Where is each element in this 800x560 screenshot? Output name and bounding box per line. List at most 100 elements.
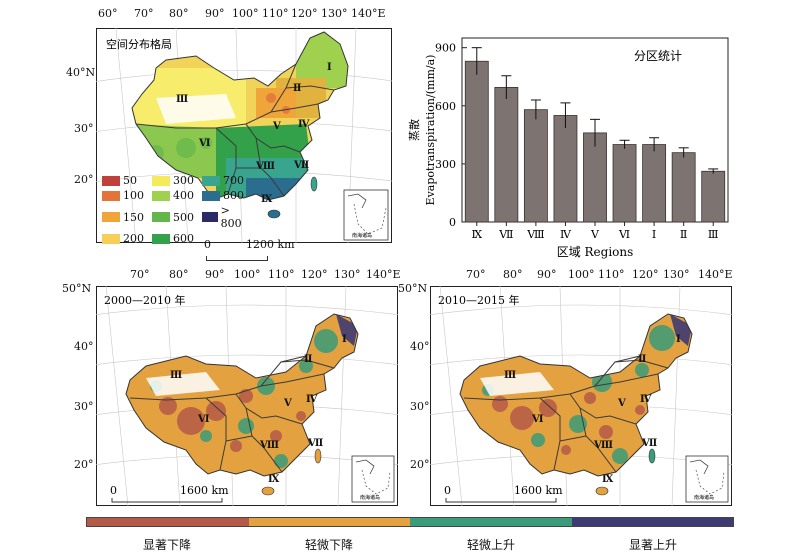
legend-entry: 600	[152, 232, 200, 245]
legend-label: 100	[123, 189, 144, 202]
x-tick-label: Ⅳ	[560, 228, 572, 241]
y-tick-label: 0	[449, 216, 456, 229]
chart-title: 分区统计	[634, 49, 682, 63]
x-tick-label: Ⅱ	[680, 228, 687, 241]
lat-label: 50°N	[398, 282, 428, 295]
legend-entry: > 800	[202, 204, 250, 230]
trend-legend: 显著下降 轻微下降 轻微上升 显著上升	[86, 517, 734, 557]
lon-label: 90°	[537, 268, 557, 281]
lon-label: 120°	[291, 7, 318, 20]
lat-label: 20°	[410, 458, 430, 471]
bl-scale-label: 1600 km	[180, 484, 229, 497]
x-axis-label: 区域 Regions	[557, 245, 634, 259]
lon-label: 100°	[232, 7, 259, 20]
region-label-5: Ⅴ	[272, 121, 281, 132]
region-label-4: Ⅳ	[306, 394, 318, 405]
legend-label: 600	[173, 232, 194, 245]
lat-label: 40°	[74, 340, 94, 353]
lon-label: 70°	[130, 268, 150, 281]
lon-label: 100°	[568, 268, 595, 281]
lon-label: 110°	[598, 268, 625, 281]
scale-zero: 0	[204, 238, 211, 251]
bar	[523, 109, 548, 223]
bar	[494, 86, 519, 223]
y-tick-label: 900	[435, 42, 456, 55]
region-label-8: Ⅷ	[593, 440, 613, 451]
lon-label: 130°	[663, 268, 690, 281]
legend-label: 300	[173, 174, 194, 187]
bar	[642, 144, 667, 223]
lat-label: 40°	[410, 340, 430, 353]
legend-entry: 700	[202, 174, 250, 187]
lon-label: 110°	[262, 7, 289, 20]
legend-swatch	[102, 233, 120, 244]
region-label-9: Ⅸ	[261, 194, 273, 205]
region-label-9: Ⅸ	[602, 474, 614, 485]
top-map-lon-labels: 60° 70° 80° 90° 100° 110° 120° 130° 140°…	[0, 7, 400, 21]
trend-label-slight-increase: 轻微上升	[466, 538, 515, 552]
region-label-1: Ⅰ	[676, 334, 681, 345]
region-label-6: Ⅵ	[198, 138, 211, 149]
trend-swatch-slight-increase	[410, 518, 572, 526]
lon-label: 70°	[134, 7, 154, 20]
trend-label-slight-decrease: 轻微下降	[304, 538, 353, 552]
legend-swatch	[102, 175, 120, 186]
region-label-4: Ⅳ	[298, 119, 310, 130]
x-tick-label: Ⅶ	[498, 228, 513, 241]
top-map-legend: 50 300 700 100 400 800 150 500 > 800 200 600	[102, 174, 252, 245]
bottom-right-map: 南海诸岛 Ⅰ Ⅱ Ⅲ Ⅳ Ⅴ Ⅵ Ⅶ Ⅷ Ⅸ 2010—2015 年 0 160…	[430, 286, 732, 506]
legend-swatch	[152, 175, 170, 186]
bl-scale-zero: 0	[110, 484, 117, 497]
region-label-5: Ⅴ	[283, 398, 292, 409]
legend-label: 400	[173, 189, 194, 202]
legend-swatch	[152, 190, 170, 201]
legend-swatch	[152, 212, 170, 222]
legend-entry: 800	[202, 189, 250, 202]
trend-swatch-sig-decrease	[87, 518, 249, 526]
br-scale-label: 1600 km	[514, 484, 563, 497]
legend-entry: 50	[102, 174, 150, 187]
lon-label: 130°	[321, 7, 348, 20]
region-label-8: Ⅷ	[255, 161, 275, 172]
bar	[701, 170, 726, 223]
bottom-right-map-panel: 南海诸岛 Ⅰ Ⅱ Ⅲ Ⅳ Ⅴ Ⅵ Ⅶ Ⅷ Ⅸ 2010—2015 年 0 160…	[430, 286, 732, 506]
legend-swatch	[102, 190, 120, 201]
x-tick-label: Ⅸ	[471, 228, 482, 241]
lat-label: 30°	[74, 122, 94, 135]
region-label-9: Ⅸ	[268, 474, 280, 485]
legend-label: 50	[123, 174, 137, 187]
trend-swatch-slight-decrease	[248, 518, 410, 526]
trend-swatch-sig-increase	[571, 518, 733, 526]
br-lat-labels: 50°N 40° 30° 20°	[396, 280, 432, 500]
lon-label: 90°	[205, 7, 225, 20]
region-label-7: Ⅶ	[641, 438, 657, 449]
legend-swatch	[102, 212, 120, 222]
bl-lon-labels: 70° 80° 90° 100° 110° 120° 130° 140°E	[0, 268, 401, 282]
lat-label: 40°N	[66, 66, 96, 79]
bottom-left-map-panel: 南海诸岛 Ⅰ Ⅱ Ⅲ Ⅳ Ⅴ Ⅵ Ⅶ Ⅷ Ⅸ 2000—2010 年 0 160…	[96, 286, 398, 506]
bar	[464, 60, 489, 223]
region-label-6: Ⅵ	[197, 414, 210, 425]
region-label-3: Ⅲ	[176, 94, 188, 105]
lon-label: 100°	[234, 268, 261, 281]
region-label-7: Ⅶ	[307, 438, 323, 449]
region-label-2: Ⅱ	[304, 354, 312, 365]
trend-label-sig-decrease: 显著下降	[142, 538, 191, 552]
bottom-left-map: 南海诸岛 Ⅰ Ⅱ Ⅲ Ⅳ Ⅴ Ⅵ Ⅶ Ⅷ Ⅸ 2000—2010 年 0 160…	[96, 286, 398, 506]
trend-label-sig-increase: 显著上升	[628, 538, 677, 552]
legend-swatch	[202, 212, 218, 222]
region-label-6: Ⅵ	[531, 414, 544, 425]
y-tick-label: 300	[435, 158, 456, 171]
legend-label: 700	[223, 174, 244, 187]
lon-label: 70°	[466, 268, 486, 281]
legend-swatch	[152, 233, 170, 244]
x-tick-label: Ⅷ	[526, 228, 544, 241]
lat-label: 20°	[74, 173, 94, 186]
y-axis-label-cn: 蒸散	[407, 119, 421, 141]
lon-label: 110°	[268, 268, 295, 281]
region-label-8: Ⅷ	[259, 440, 279, 451]
top-map-scale-bar: 0 1200 km	[200, 238, 300, 262]
lon-label: 80°	[503, 268, 523, 281]
lon-label: 130°	[334, 268, 361, 281]
